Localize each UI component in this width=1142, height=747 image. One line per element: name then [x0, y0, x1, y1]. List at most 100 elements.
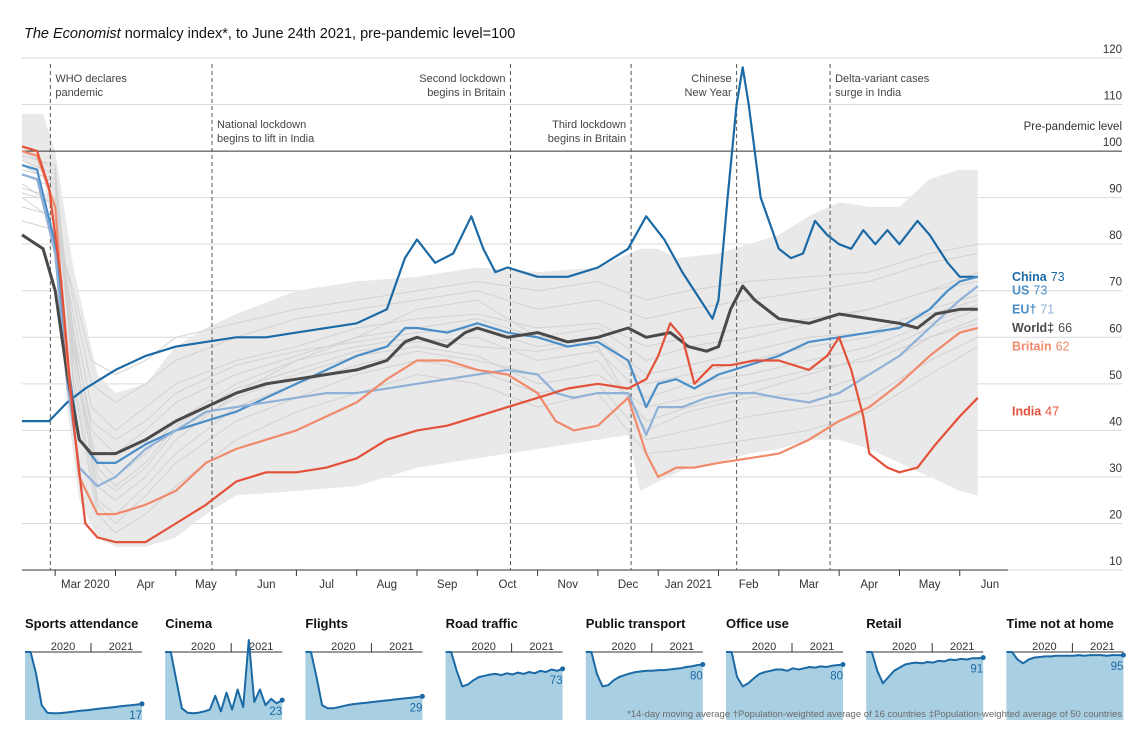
country-line: [21, 197, 978, 432]
small-line: [585, 651, 703, 688]
x-tick-label: Oct: [499, 579, 518, 591]
small-multiple-title: Public transport: [586, 616, 686, 631]
end-value: 29: [410, 702, 423, 714]
reference-line: Pre-pandemic level 100: [22, 121, 1122, 152]
y-tick-label: 120: [1103, 44, 1122, 56]
x-tick-label: Apr: [137, 579, 155, 591]
x-tick-label: Apr: [860, 579, 878, 591]
small-area: [445, 652, 563, 720]
year-label: 2020: [612, 641, 636, 653]
y-tick-label: 60: [1109, 323, 1122, 335]
end-value: 80: [830, 671, 843, 683]
x-tick-label: Feb: [739, 579, 759, 591]
event-annotation: surge in India: [835, 87, 902, 99]
small-multiple-title: Retail: [866, 616, 901, 631]
event-annotation: Second lockdown: [419, 73, 505, 85]
x-tick-label: Jun: [257, 579, 276, 591]
end-dot: [1120, 652, 1126, 658]
end-value: 91: [970, 664, 983, 676]
small-line: [165, 639, 283, 715]
x-tick-label: Jul: [319, 579, 334, 591]
small-multiple-time-not-at-home: Time not at home 2020 2021 95: [1006, 616, 1126, 720]
event-annotation: begins in Britain: [548, 133, 626, 145]
end-dot: [279, 697, 285, 703]
y-tick-label: 70: [1109, 277, 1122, 289]
year-label: 2020: [1032, 641, 1056, 653]
small-area: [25, 652, 142, 720]
event-annotation: begins in Britain: [427, 87, 505, 99]
x-axis-ticks: Mar 2020 Apr May Jun Jul Aug Sep Oct Nov Dec Jan 2…: [54, 570, 999, 591]
y-tick-label: 90: [1109, 184, 1122, 196]
series-line-us: [21, 164, 979, 464]
end-value: 17: [129, 710, 142, 722]
end-dot: [560, 666, 566, 672]
title-publication: The Economist: [24, 26, 121, 42]
y-tick-label: 10: [1109, 556, 1122, 568]
series-label: World‡ 66: [1012, 321, 1072, 335]
country-line: [21, 206, 978, 404]
x-tick-label: Sep: [437, 579, 457, 591]
small-area: [165, 652, 283, 720]
small-multiple-title: Office use: [726, 616, 789, 631]
x-tick-label: Mar 2020: [61, 579, 110, 591]
event-annotation: National lockdown: [217, 119, 306, 131]
reference-value: 100: [1103, 137, 1122, 149]
event-annotation: New Year: [685, 87, 732, 99]
end-value: 80: [690, 671, 703, 683]
country-line: [21, 150, 979, 534]
y-tick-label: 110: [1104, 91, 1122, 103]
series-line-world: [21, 233, 978, 456]
footnote: *14-day moving average †Population-weigh…: [627, 709, 1122, 720]
series-line-india: [21, 145, 979, 544]
event-annotation: WHO declares: [55, 73, 127, 85]
series-label: EU† 71: [1012, 302, 1054, 316]
small-line: [445, 651, 563, 688]
y-tick-label: 30: [1109, 463, 1122, 475]
small-line: [866, 651, 984, 685]
y-tick-label: 80: [1109, 230, 1122, 242]
year-label: 2020: [471, 641, 495, 653]
series-label: China 73: [1012, 270, 1065, 284]
x-tick-label: Nov: [558, 579, 579, 591]
year-label: 2021: [529, 641, 553, 653]
small-multiple-public-transport: Public transport 2020 2021 80: [585, 616, 706, 720]
year-label: 2021: [249, 641, 273, 653]
series-label: US 73: [1012, 284, 1047, 298]
event-annotations: WHO declares pandemic National lockdown beg…: [49, 64, 930, 570]
x-tick-label: May: [919, 579, 941, 591]
title-rest: normalcy index*, to June 24th 2021, pre-…: [120, 26, 516, 42]
end-dot: [139, 701, 145, 707]
year-label: 2020: [331, 641, 355, 653]
small-multiple-road-traffic: Road traffic 2020 2021 73: [445, 616, 566, 720]
y-tick-label: 20: [1109, 509, 1122, 521]
series-label: Britain 62: [1012, 340, 1070, 354]
country-line: [21, 192, 978, 441]
year-label: 2021: [950, 641, 974, 653]
series-line-eu: [21, 173, 979, 488]
event-annotation: Third lockdown: [552, 119, 626, 131]
x-tick-label: May: [195, 579, 217, 591]
end-dot: [980, 655, 986, 661]
y-tick-label: 50: [1109, 370, 1122, 382]
year-label: 2021: [670, 641, 694, 653]
small-area: [585, 652, 703, 720]
end-value: 95: [1111, 661, 1124, 673]
small-multiples: Sports attendance 2020 2021 17 Cinema 2020 202…: [25, 616, 1126, 722]
year-label: 2021: [389, 641, 413, 653]
series-line-china: [22, 66, 978, 423]
year-label: 2021: [1090, 641, 1114, 653]
year-label: 2020: [191, 641, 215, 653]
small-multiple-retail: Retail 2020 2021 91: [866, 616, 986, 720]
small-multiple-title: Flights: [305, 616, 348, 631]
x-tick-label: Jan 2021: [665, 579, 712, 591]
event-annotation: pandemic: [55, 87, 103, 99]
end-dot: [700, 662, 706, 668]
small-area: [1006, 652, 1124, 720]
small-multiple-sports-attendance: Sports attendance 2020 2021 17: [25, 616, 145, 722]
country-line: [21, 169, 978, 492]
small-multiple-title: Time not at home: [1006, 616, 1113, 631]
series-label: India 47: [1012, 405, 1059, 419]
small-line: [305, 651, 423, 710]
small-line: [726, 651, 844, 688]
